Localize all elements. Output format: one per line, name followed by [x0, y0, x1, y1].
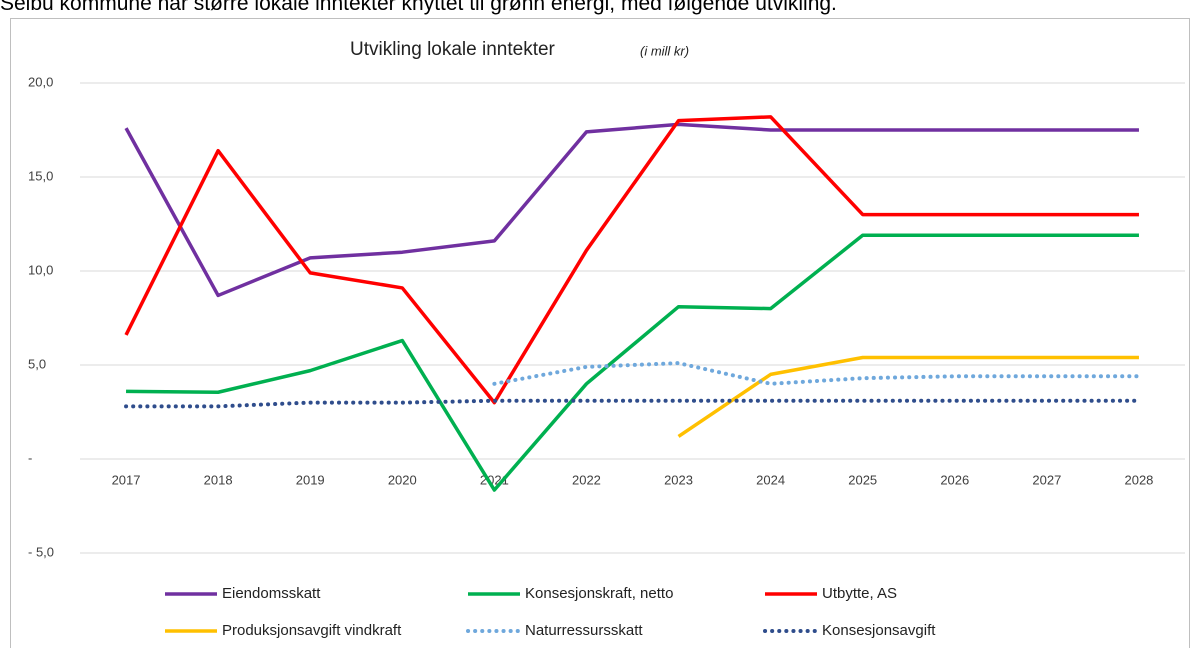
legend-label: Eiendomsskatt: [222, 585, 321, 602]
legend-label: Naturressursskatt: [525, 622, 643, 639]
x-tick-label: 2027: [1032, 472, 1061, 487]
legend-label: Produksjonsavgift vindkraft: [222, 622, 402, 639]
x-tick-label: 2017: [112, 472, 141, 487]
title-note: (i mill kr): [640, 43, 689, 58]
legend-label: Konsesjonskraft, netto: [525, 585, 673, 602]
chart-title: Utvikling lokale inntekter: [350, 39, 556, 60]
series-line: [124, 115, 1139, 405]
series-line: [677, 355, 1139, 438]
series-line: [492, 361, 1141, 386]
x-tick-label: 2023: [664, 472, 693, 487]
x-tick-label: 2019: [296, 472, 325, 487]
x-tick-label: 2020: [388, 472, 417, 487]
y-tick-label: - 5,0: [28, 544, 54, 559]
x-tick-label: 2028: [1124, 472, 1153, 487]
y-tick-label: 15,0: [28, 168, 53, 183]
legend-label: Konsesjonsavgift: [822, 622, 936, 639]
series-line: [124, 398, 1141, 409]
x-tick-label: 2025: [848, 472, 877, 487]
x-tick-label: 2026: [940, 472, 969, 487]
y-tick-label: 20,0: [28, 74, 53, 89]
y-tick-label: 5,0: [28, 356, 46, 371]
y-tick-label: 10,0: [28, 262, 53, 277]
x-tick-label: 2022: [572, 472, 601, 487]
x-tick-label: 2018: [204, 472, 233, 487]
series-line: [126, 233, 1139, 492]
y-tick-label: -: [28, 450, 32, 465]
chart-border: [10, 18, 1190, 648]
caption: Selbu kommune har større lokale inntekte…: [0, 0, 837, 15]
legend-label: Utbytte, AS: [822, 585, 897, 602]
series-line: [124, 122, 1139, 298]
x-tick-label: 2024: [756, 472, 785, 487]
